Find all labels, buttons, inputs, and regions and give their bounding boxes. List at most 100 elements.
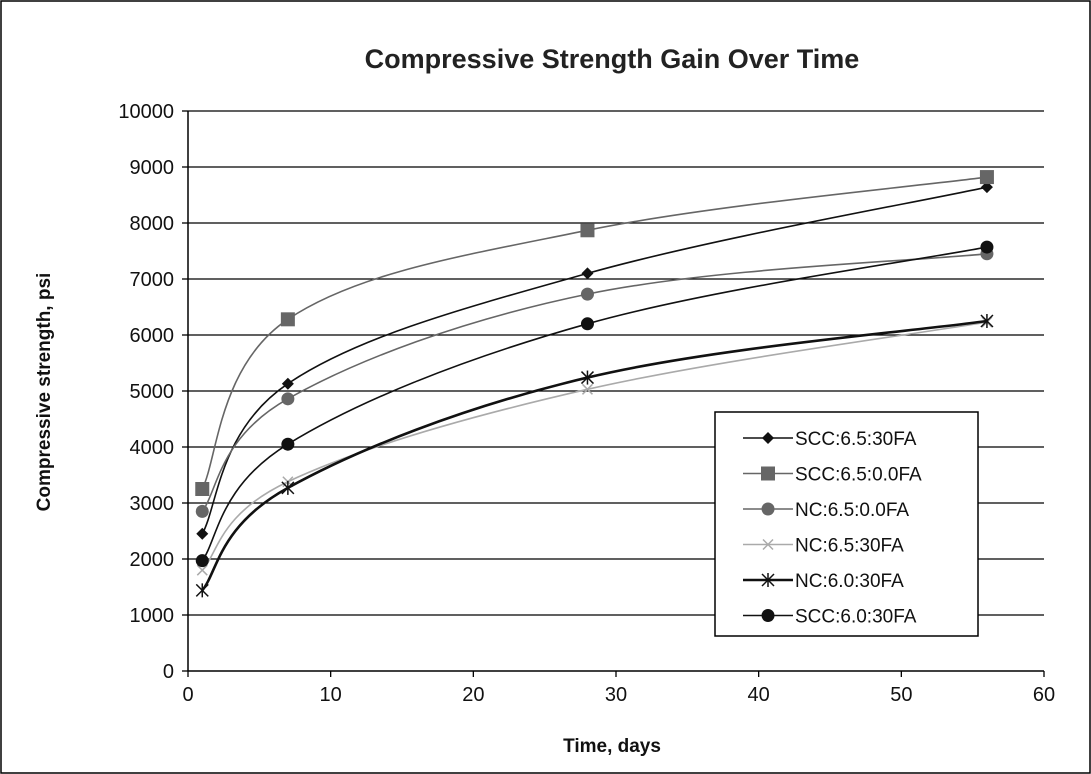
marker-circle: [195, 504, 209, 518]
y-tick-label: 2000: [130, 549, 175, 571]
series-line: [201, 186, 988, 535]
legend-label: NC:6.0:30FA: [795, 571, 904, 592]
marker-diamond: [581, 267, 594, 280]
x-tick-label: 50: [890, 684, 912, 706]
x-tick-label: 30: [605, 684, 627, 706]
y-tick-label: 3000: [130, 493, 175, 515]
y-tick-label: 4000: [130, 437, 175, 459]
y-axis-label: Compressive strength, psi: [34, 273, 55, 512]
data-point: [580, 370, 594, 385]
data-point: [281, 377, 294, 390]
marker-square: [979, 170, 994, 185]
marker-circle: [195, 554, 209, 568]
marker-square: [195, 482, 210, 496]
legend-entry: NC:6.5:30FA: [743, 536, 904, 557]
legend-entry: SCC:6.5:0.0FA: [743, 465, 922, 486]
marker-circle: [580, 287, 594, 301]
y-tick-label: 1000: [130, 605, 175, 627]
x-tick-label: 20: [462, 684, 484, 706]
series-5: [195, 240, 994, 568]
marker-circle: [580, 317, 594, 331]
marker-circle: [761, 609, 775, 622]
data-point: [281, 480, 295, 495]
legend-marker: [761, 466, 775, 481]
marker-square: [280, 312, 295, 327]
data-point: [196, 564, 208, 576]
y-tick-label: 0: [163, 661, 174, 683]
data-point: [195, 504, 209, 518]
legend-entry: SCC:6.0:30FA: [743, 607, 917, 628]
data-point: [280, 312, 295, 327]
data-point: [581, 267, 594, 280]
data-point: [281, 437, 295, 451]
y-tick-label: 8000: [130, 213, 175, 235]
marker-circle: [281, 437, 295, 451]
marker-circle: [980, 240, 994, 254]
marker-square: [761, 466, 775, 481]
marker-diamond: [196, 527, 209, 540]
chart-title: Compressive Strength Gain Over Time: [365, 44, 860, 74]
x-tick-label: 60: [1033, 684, 1055, 706]
marker-circle: [761, 502, 775, 516]
data-point: [980, 240, 994, 254]
legend-label: NC:6.5:30FA: [795, 536, 904, 557]
legend-marker: [762, 432, 774, 444]
data-point: [196, 527, 209, 540]
series-0: [196, 181, 993, 540]
legend-label: SCC:6.0:30FA: [795, 607, 917, 628]
marker-x-stroke: [762, 538, 774, 551]
marker-diamond: [980, 181, 993, 194]
series-line: [201, 319, 988, 592]
legend-marker: [761, 609, 775, 622]
x-tick-label: 0: [182, 684, 193, 706]
legend: SCC:6.5:30FA SCC:6.5:0.0FA NC:6.5:0.0FA NC:…: [714, 411, 979, 637]
y-tick-label: 9000: [130, 157, 175, 179]
series-line: [201, 246, 988, 562]
data-point: [979, 170, 994, 185]
legend-entry: SCC:6.5:30FA: [743, 429, 917, 450]
marker-diamond: [762, 432, 774, 444]
y-tick-labels: 0 1000 2000 3000 4000 5000 6000 7000 8000 9000 100…: [118, 101, 174, 683]
legend-box: [714, 411, 979, 637]
data-point: [281, 392, 295, 406]
marker-diamond: [281, 377, 294, 390]
x-tick-labels: 0 10 20 30 40 50 60: [182, 684, 1055, 706]
legend-entry: NC:6.0:30FA: [743, 571, 904, 592]
legend-label: SCC:6.5:30FA: [795, 429, 917, 450]
series-group: [195, 170, 994, 598]
legend-marker: [761, 573, 775, 587]
y-tick-label: 10000: [118, 101, 174, 123]
axes: [182, 110, 1045, 677]
data-point: [580, 287, 594, 301]
data-point: [195, 554, 209, 568]
marker-square: [580, 223, 595, 238]
legend-marker: [761, 502, 775, 516]
series-1: [195, 170, 994, 496]
x-tick-label: 40: [748, 684, 770, 706]
series-line: [201, 321, 988, 571]
data-point: [980, 181, 993, 194]
y-tick-label: 7000: [130, 269, 175, 291]
marker-x-stroke: [196, 564, 208, 576]
marker-x-stroke: [581, 383, 593, 395]
y-tick-label: 6000: [130, 325, 175, 347]
x-axis-label: Time, days: [563, 736, 661, 757]
data-point: [580, 223, 595, 238]
x-tick-label: 10: [320, 684, 342, 706]
legend-entry: NC:6.5:0.0FA: [743, 500, 909, 521]
series-line: [201, 253, 988, 512]
data-point: [580, 317, 594, 331]
marker-circle: [281, 392, 295, 406]
y-tick-label: 5000: [130, 381, 175, 403]
series-line: [201, 176, 988, 490]
legend-label: NC:6.5:0.0FA: [795, 500, 909, 521]
data-point: [195, 583, 209, 598]
legend-label: SCC:6.5:0.0FA: [795, 465, 922, 486]
data-point: [980, 314, 994, 328]
data-point: [195, 482, 210, 496]
legend-marker: [762, 538, 774, 551]
data-point: [581, 383, 593, 395]
series-4: [195, 314, 994, 598]
